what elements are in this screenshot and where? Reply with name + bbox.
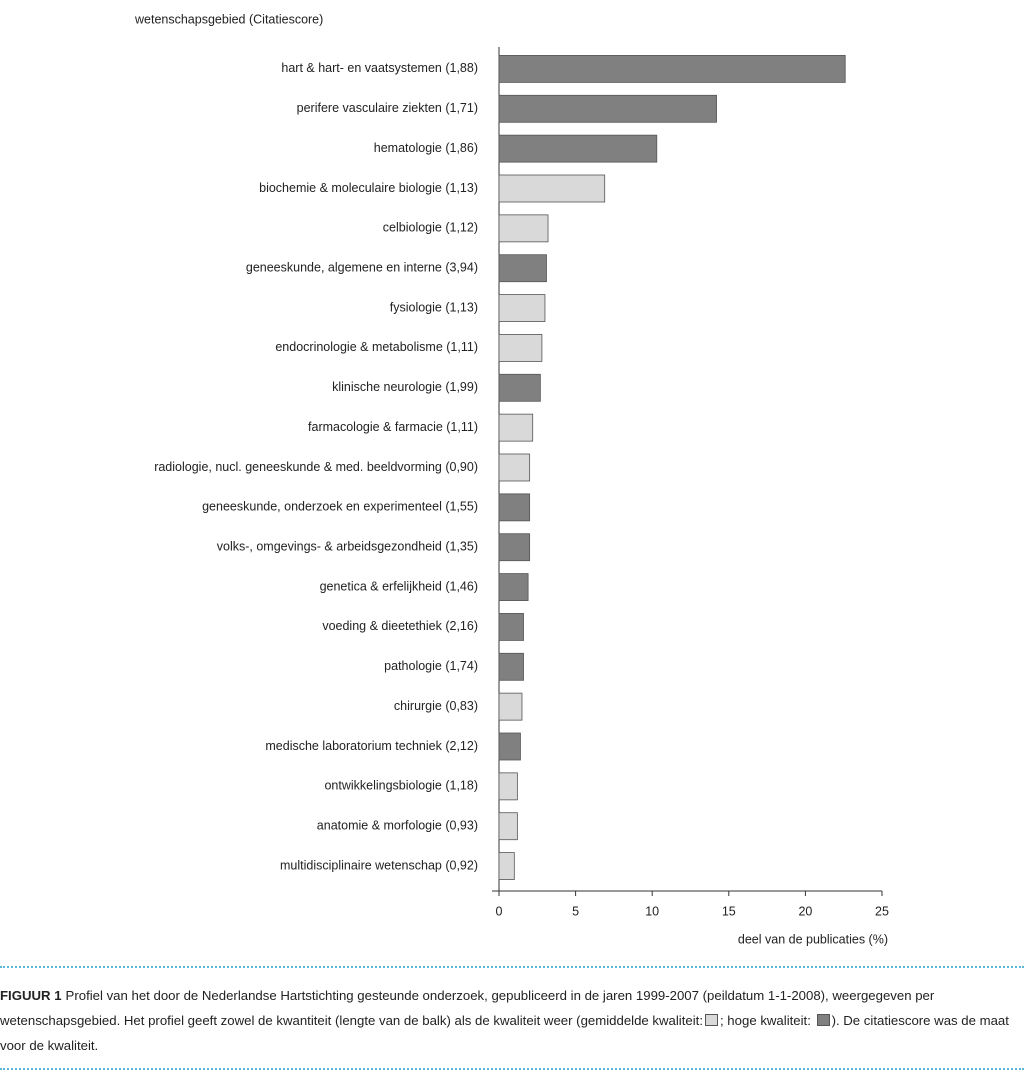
y-tick-label: celbiologie (1,12) — [383, 221, 478, 235]
bar — [498, 174, 606, 203]
bar — [498, 772, 518, 801]
y-tick-label: endocrinologie & metabolisme (1,11) — [275, 340, 478, 354]
legend-swatch — [816, 1014, 830, 1026]
caption-text: ). De citatiescore was de maat voor de k… — [0, 1013, 1009, 1053]
x-tick-label: 25 — [875, 904, 889, 918]
y-tick-label: medische laboratorium techniek (2,12) — [265, 739, 478, 753]
bar — [498, 493, 531, 522]
bar — [498, 533, 531, 562]
y-tick-label: volks-, omgevings- & arbeidsgezondheid (… — [217, 540, 478, 554]
bar — [498, 453, 531, 482]
y-tick-label: genetica & erfelijkheid (1,46) — [320, 579, 478, 593]
y-tick-label: multidisciplinaire wetenschap (0,92) — [280, 858, 478, 872]
y-tick-label: fysiologie (1,13) — [390, 300, 478, 314]
y-tick-label: chirurgie (0,83) — [394, 699, 478, 713]
legend-swatch — [704, 1014, 718, 1026]
y-tick-label: ontwikkelingsbiologie (1,18) — [324, 779, 478, 793]
x-tick-label: 5 — [572, 904, 579, 918]
caption: FIGUUR 1 Profiel van het door de Nederlan… — [0, 966, 1024, 1070]
y-axis-title: wetenschapsgebied (Citatiescore) — [134, 12, 323, 26]
bar — [498, 94, 717, 123]
caption-text: Profiel van het door de Nederlandse Hart… — [0, 988, 935, 1028]
bar — [498, 413, 534, 442]
y-tick-label: farmacologie & farmacie (1,11) — [308, 420, 478, 434]
bar — [498, 852, 515, 880]
x-tick-label: 15 — [722, 904, 736, 918]
y-tick-label: pathologie (1,74) — [384, 659, 478, 673]
x-axis-title: deel van de publicaties (%) — [738, 932, 888, 946]
y-tick-label: hematologie (1,86) — [374, 141, 478, 155]
y-tick-label: anatomie & morfologie (0,93) — [317, 819, 478, 833]
y-tick-label: radiologie, nucl. geneeskunde & med. bee… — [154, 460, 478, 474]
y-tick-label: geneeskunde, algemene en interne (3,94) — [246, 261, 478, 275]
bar — [498, 732, 521, 761]
bar — [498, 613, 524, 641]
bar — [498, 294, 546, 322]
bar — [498, 134, 658, 163]
x-tick-label: 10 — [645, 904, 659, 918]
y-tick-label: perifere vasculaire ziekten (1,71) — [297, 101, 478, 115]
bar — [498, 254, 547, 283]
bar — [498, 692, 523, 721]
chart: wetenschapsgebied (Citatiescore) deel va… — [134, 12, 889, 946]
x-tick-label: 20 — [798, 904, 812, 918]
y-tick-label: geneeskunde, onderzoek en experimenteel … — [202, 500, 478, 514]
y-tick-label: voeding & dieetethiek (2,16) — [322, 619, 478, 633]
bar — [498, 573, 529, 601]
bar — [498, 812, 518, 841]
caption-label: FIGUUR 1 — [0, 988, 62, 1003]
caption-text: ; hoge kwaliteit: — [719, 1013, 811, 1028]
y-tick-label: biochemie & moleculaire biologie (1,13) — [259, 181, 478, 195]
bar — [498, 652, 524, 681]
y-tick-label: hart & hart- en vaatsystemen (1,88) — [281, 61, 478, 75]
bar — [498, 373, 541, 402]
bar — [498, 214, 549, 243]
bar — [498, 334, 543, 362]
x-tick-label: 0 — [496, 904, 503, 918]
y-tick-label: klinische neurologie (1,99) — [332, 380, 478, 394]
bar — [498, 55, 846, 83]
